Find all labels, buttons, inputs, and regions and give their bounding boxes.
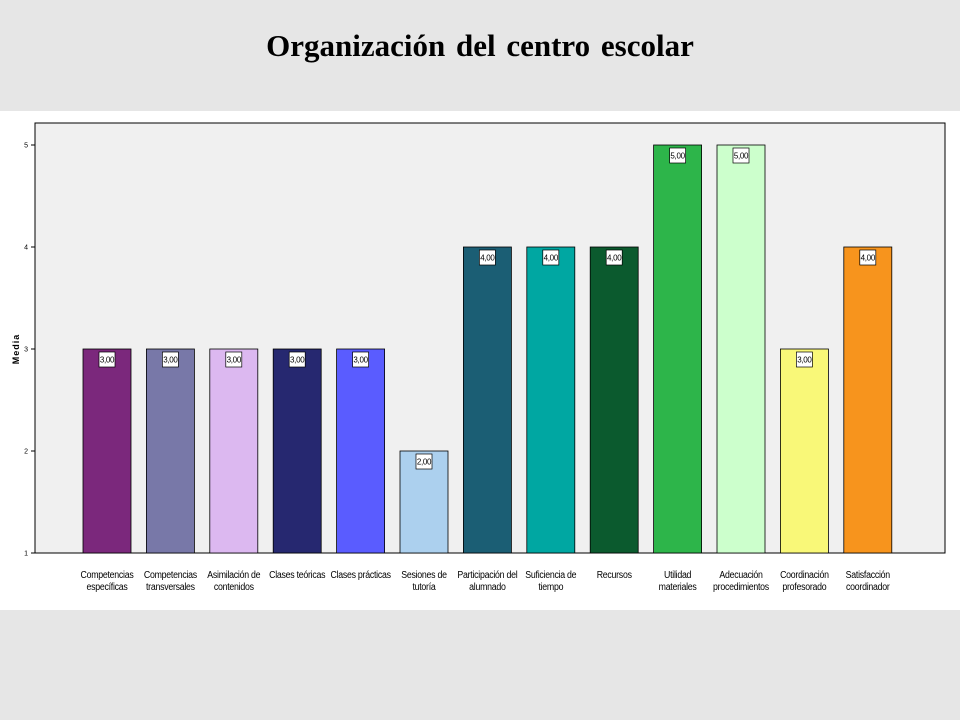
chart-panel: 1 2 3 4 5 Media 3,00 Competencias específicas 3,0… [0,111,960,610]
category-label: Clases teóricas [269,568,326,580]
category-label: procedimientos [713,580,769,592]
category-label: Satisfacción [846,568,890,580]
data-label: 2,00 [417,458,432,467]
category-label: Adecuación [719,568,762,580]
category-label: Clases prácticas [330,568,391,580]
data-label: 4,00 [544,254,559,263]
data-label: 4,00 [607,254,622,263]
data-label-box [288,351,306,368]
category-label: materiales [659,580,697,592]
category-label: Competencias [144,568,198,580]
data-label: 4,00 [861,254,876,263]
bar [526,246,576,554]
y-tick-label: 3 [24,347,28,354]
category-label: específicas [86,580,128,592]
category-label: Coordinación [780,568,829,580]
data-label-box [352,351,369,368]
data-label-box [669,147,686,164]
data-label-box [415,453,433,470]
data-label: 3,00 [100,356,115,365]
data-label: 4,00 [480,254,495,263]
bar [780,348,829,554]
bar [336,348,386,554]
category-label: Competencias [80,568,134,580]
slide-title: Organización del centro escolar [266,28,694,63]
data-label: 3,00 [227,356,242,365]
data-label-box [98,351,116,368]
data-label: 5,00 [734,152,749,161]
data-label-box [732,147,750,164]
data-label-box [605,249,623,266]
data-label-box [796,351,813,368]
bar [145,348,195,554]
data-label-box [162,351,179,368]
category-label: transversales [146,580,195,592]
data-label: 5,00 [670,152,685,161]
bar [589,246,639,554]
category-label: Sesiones de [401,568,447,580]
category-label: Participación del [457,568,517,580]
y-tick-label: 1 [24,551,28,558]
y-axis-title: Media [11,334,21,365]
category-label: coordinador [846,580,890,592]
category-label: profesorado [782,580,826,592]
category-label: Asimilación de [207,568,260,580]
category-label: Suficiencia de [525,568,576,580]
y-tick-label: 2 [24,449,28,456]
data-label: 3,00 [163,356,178,365]
data-label: 3,00 [290,356,305,365]
category-label: alumnado [469,580,506,592]
category-label: tutoría [412,580,436,592]
y-tick-label: 4 [24,245,28,252]
bar [82,348,132,554]
bar [716,144,766,554]
y-tick-label: 5 [24,143,28,150]
category-label: tiempo [538,580,563,592]
data-label-box [859,249,877,266]
data-label-box [542,249,560,266]
category-label: Utilidad [664,568,691,580]
data-label: 3,00 [353,356,368,365]
category-label: contenidos [214,580,254,592]
bar [272,348,322,554]
bar [843,246,893,554]
bar [462,246,512,554]
data-label-box [479,249,496,266]
data-label-box [225,351,243,368]
data-label: 3,00 [797,356,812,365]
category-label: Recursos [597,568,633,580]
bar [209,348,259,554]
bar [653,144,702,554]
